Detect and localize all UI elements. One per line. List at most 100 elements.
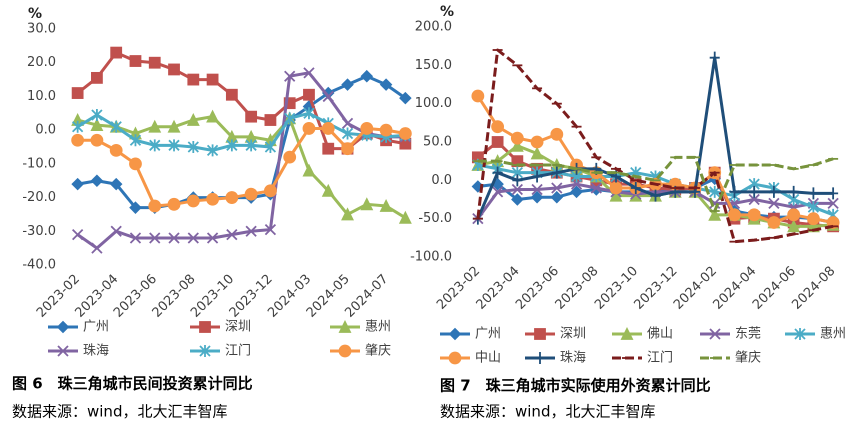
series-line [476, 48, 834, 244]
marker [206, 109, 220, 123]
marker [728, 208, 741, 222]
marker [186, 194, 200, 208]
marker [264, 223, 277, 236]
legend-label: 肇庆 [735, 351, 761, 366]
marker [245, 139, 257, 152]
marker [168, 232, 180, 244]
marker [532, 170, 543, 183]
marker [71, 133, 85, 147]
y-tick-label: 200.0 [415, 20, 452, 35]
legend-marker [448, 327, 462, 341]
marker [747, 208, 761, 222]
marker [787, 208, 801, 222]
marker [284, 112, 296, 125]
marker [322, 142, 335, 155]
marker [167, 197, 181, 211]
legend-item: 佛山 [612, 327, 673, 342]
marker [90, 133, 104, 147]
marker [168, 139, 180, 152]
legend-label: 惠州 [820, 327, 846, 342]
legend-marker [338, 319, 352, 333]
marker [186, 113, 200, 126]
legend-marker [199, 321, 211, 333]
marker [148, 119, 162, 133]
y-tick-label: 10.0 [27, 89, 56, 104]
marker [71, 87, 84, 99]
marker [244, 187, 258, 201]
marker [187, 73, 200, 86]
marker [245, 110, 258, 123]
marker [303, 88, 315, 101]
legend-label: 佛山 [647, 327, 673, 342]
y-axis-unit: % [440, 4, 454, 20]
marker [748, 193, 760, 206]
marker [609, 188, 623, 202]
legend-item: 江门 [612, 351, 673, 366]
marker [303, 67, 315, 79]
series-line [77, 126, 406, 208]
marker [808, 187, 819, 200]
marker [109, 177, 123, 191]
y-tick-label: 50.0 [423, 135, 452, 150]
marker [709, 51, 720, 64]
marker [788, 185, 799, 198]
marker [148, 56, 161, 69]
legend-item: 广州 [48, 320, 109, 335]
marker [206, 192, 219, 206]
marker [110, 225, 122, 237]
marker [729, 185, 740, 198]
y-tick-label: -50.0 [418, 211, 452, 226]
marker [91, 242, 103, 254]
legend-label: 惠州 [365, 320, 391, 335]
marker [129, 134, 142, 147]
legend-marker [709, 328, 721, 340]
caption: 图 6 珠三角城市民间投资累计同比 [12, 375, 253, 393]
marker [341, 78, 354, 91]
marker [206, 144, 219, 157]
marker [90, 118, 104, 131]
marker [708, 207, 722, 221]
legend-item: 惠州 [785, 327, 846, 342]
marker [225, 88, 238, 101]
marker [491, 136, 504, 148]
marker [341, 117, 354, 130]
marker [767, 216, 781, 229]
marker [110, 46, 123, 59]
marker [491, 186, 504, 198]
marker [341, 142, 354, 156]
marker [283, 97, 296, 110]
marker [492, 166, 503, 179]
series-line [77, 115, 407, 220]
marker [264, 114, 277, 126]
marker [379, 123, 393, 137]
marker [512, 174, 523, 187]
y-tick-label: 20.0 [27, 55, 56, 70]
legend-label: 深圳 [225, 320, 251, 335]
marker [226, 229, 238, 241]
marker [630, 182, 641, 194]
marker [109, 143, 123, 157]
marker [360, 69, 374, 83]
marker [398, 210, 412, 224]
legend-marker [448, 351, 462, 365]
y-tick-label: 30.0 [27, 22, 56, 37]
legend-item: 惠州 [330, 320, 391, 335]
marker [510, 138, 524, 152]
legend-item: 东莞 [700, 327, 761, 342]
caption: 图 7 珠三角城市实际使用外资累计同比 [440, 377, 711, 395]
legend-marker [534, 328, 546, 340]
marker [284, 70, 296, 82]
marker [206, 73, 219, 86]
marker [609, 181, 623, 195]
marker [321, 122, 335, 135]
marker [550, 190, 564, 204]
legend-item: 广州 [440, 327, 501, 342]
legend-item: 珠海 [48, 344, 109, 359]
legend-label: 珠海 [83, 344, 109, 359]
y-tick-label: -40.0 [22, 258, 56, 273]
legend-label: 江门 [647, 351, 673, 366]
marker [379, 198, 393, 212]
legend-label: 广州 [475, 327, 501, 342]
marker [226, 139, 238, 152]
